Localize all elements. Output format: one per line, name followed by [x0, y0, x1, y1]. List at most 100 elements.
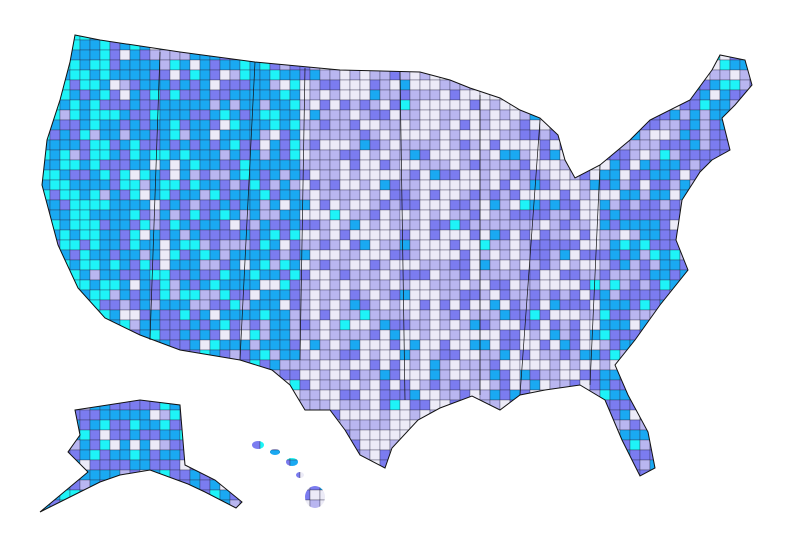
county [89, 89, 101, 101]
county [289, 429, 301, 441]
county [189, 279, 201, 291]
county [159, 229, 171, 241]
county [749, 189, 752, 201]
county [269, 35, 281, 41]
county [469, 159, 481, 171]
county [109, 219, 121, 231]
county [269, 239, 281, 251]
county [369, 489, 381, 501]
county [760, 110, 770, 120]
county [129, 109, 141, 121]
county [749, 429, 752, 441]
county [40, 329, 41, 341]
county [169, 69, 181, 81]
county [279, 409, 291, 421]
county [199, 189, 211, 201]
county [659, 79, 671, 91]
county [189, 179, 201, 191]
county [199, 69, 211, 81]
county [509, 369, 521, 381]
county [279, 159, 291, 171]
county [459, 89, 471, 101]
county [189, 149, 201, 161]
county [129, 319, 141, 331]
county [399, 49, 411, 61]
county [199, 309, 211, 321]
county [279, 39, 291, 51]
county [49, 149, 61, 161]
county [409, 349, 421, 361]
county [629, 309, 641, 321]
county [529, 379, 541, 391]
county [329, 299, 341, 311]
county [89, 469, 101, 481]
county [329, 209, 341, 221]
county [279, 489, 291, 501]
county [40, 239, 51, 251]
county [549, 39, 561, 51]
county [429, 139, 441, 151]
county [449, 209, 461, 221]
county [479, 329, 491, 341]
county [519, 489, 531, 501]
county [339, 439, 351, 451]
county [489, 179, 501, 191]
county [199, 35, 211, 41]
county [549, 429, 561, 441]
county [679, 159, 691, 171]
county [389, 319, 401, 331]
county [619, 279, 631, 291]
county [449, 269, 461, 281]
county [639, 179, 651, 191]
county [729, 149, 741, 161]
county [459, 449, 471, 461]
county [69, 299, 81, 311]
county [289, 319, 301, 331]
county [239, 39, 251, 51]
county [699, 149, 711, 161]
county [659, 419, 671, 431]
county [429, 179, 441, 191]
county [629, 229, 641, 241]
county [589, 59, 601, 71]
county [319, 209, 331, 221]
county [319, 319, 331, 331]
county [109, 49, 121, 61]
county [729, 499, 741, 511]
county [40, 249, 51, 261]
county [269, 469, 281, 481]
county [249, 379, 261, 391]
county [79, 319, 91, 331]
county [529, 349, 541, 361]
county [719, 159, 731, 171]
county [199, 409, 211, 421]
county [479, 99, 491, 111]
county [629, 259, 641, 271]
county [59, 229, 71, 241]
county [419, 329, 431, 341]
county [579, 339, 591, 351]
county [619, 99, 631, 111]
county [469, 139, 481, 151]
county [599, 449, 611, 461]
county [99, 409, 111, 421]
county [319, 159, 331, 171]
county [419, 59, 431, 71]
county [129, 89, 141, 101]
county [159, 139, 171, 151]
county [139, 289, 151, 301]
county [539, 279, 551, 291]
county [219, 499, 231, 511]
county [699, 99, 711, 111]
county [99, 159, 111, 171]
county [729, 299, 741, 311]
county [469, 339, 481, 351]
county [359, 409, 371, 421]
county [739, 409, 751, 421]
county [760, 220, 770, 230]
county [209, 289, 221, 301]
county [89, 349, 101, 361]
county [209, 239, 221, 251]
county [469, 439, 481, 451]
county [659, 49, 671, 61]
